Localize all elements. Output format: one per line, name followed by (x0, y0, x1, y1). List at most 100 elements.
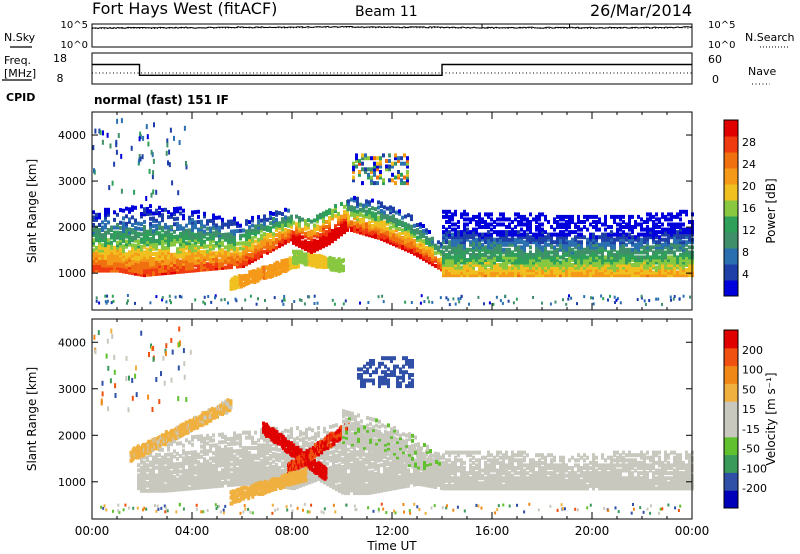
heatmap-cell (224, 455, 227, 460)
heatmap-cell (236, 467, 239, 471)
heatmap-cell (637, 222, 640, 227)
heatmap-cell (535, 270, 538, 275)
heatmap-cell (131, 271, 134, 276)
heatmap-cell (209, 264, 212, 269)
heatmap-cell (362, 228, 365, 233)
heatmap-cell (502, 247, 505, 252)
heatmap-cell (230, 234, 233, 239)
heatmap-cell (404, 237, 407, 242)
heatmap-cell (146, 234, 149, 239)
heatmap-cell (107, 212, 110, 217)
heatmap-cell (532, 240, 535, 245)
heatmap-cell (517, 220, 520, 224)
heatmap-cell (230, 454, 233, 459)
heatmap-cell (248, 463, 251, 468)
heatmap-cell (484, 247, 487, 252)
heatmap-cell (353, 216, 356, 221)
heatmap-cell (188, 253, 191, 258)
heatmap-cell (128, 240, 131, 245)
heatmap-cell (131, 245, 134, 250)
heatmap-cell (460, 237, 463, 242)
heatmap-cell (571, 237, 574, 242)
heatmap-cell (541, 273, 544, 278)
heatmap-cell (523, 265, 526, 270)
heatmap-cell (188, 241, 191, 246)
heatmap-cell (688, 268, 691, 273)
heatmap-cell (125, 244, 128, 249)
heatmap-cell (148, 168, 151, 174)
heatmap-cell (577, 214, 580, 219)
heatmap-cell (257, 474, 260, 479)
heatmap-cell (434, 251, 437, 256)
heatmap-cell (448, 265, 451, 270)
heatmap-cell (595, 245, 598, 250)
heatmap-cell (442, 245, 445, 250)
heatmap-cell (260, 453, 263, 458)
heatmap-cell (377, 220, 380, 225)
heatmap-cell (254, 254, 257, 259)
heatmap-cell (158, 254, 161, 258)
heatmap-cell (137, 262, 140, 267)
heatmap-cell (493, 220, 496, 224)
heatmap-cell (334, 229, 337, 234)
heatmap-cell (275, 467, 278, 472)
heatmap-cell (158, 269, 161, 274)
heatmap-cell (164, 478, 167, 483)
heatmap-cell (331, 234, 334, 239)
heatmap-cell (110, 268, 113, 273)
heatmap-cell (185, 161, 187, 166)
heatmap-cell (442, 214, 445, 219)
heatmap-cell (183, 125, 186, 131)
heatmap-cell (230, 265, 233, 270)
heatmap-cell (278, 455, 281, 460)
heatmap-cell (215, 458, 218, 463)
heatmap-cell (164, 258, 167, 263)
heatmap-cell (149, 468, 152, 473)
heatmap-cell (571, 258, 574, 262)
heatmap-cell (263, 232, 266, 237)
heatmap-cell (511, 260, 514, 265)
heatmap-cell (580, 273, 583, 278)
heatmap-cell (307, 240, 310, 245)
heatmap-cell (388, 159, 391, 163)
heatmap-cell (209, 254, 212, 259)
heatmap-cell (532, 258, 535, 262)
heatmap-cell (170, 483, 173, 488)
heatmap-cell (664, 255, 667, 260)
heatmap-cell (197, 465, 200, 470)
heatmap-cell (125, 257, 128, 262)
heatmap-cell (383, 210, 386, 215)
heatmap-cell (640, 240, 643, 245)
heatmap-cell (508, 232, 511, 237)
heatmap-cell (407, 248, 410, 253)
heatmap-cell (478, 225, 481, 229)
heatmap-cell (140, 465, 143, 470)
heatmap-cell (544, 258, 547, 262)
heatmap-cell (251, 259, 254, 263)
heatmap-cell (260, 254, 263, 258)
heatmap-cell (592, 263, 595, 267)
heatmap-cell (404, 229, 407, 234)
heatmap-cell (371, 206, 374, 211)
heatmap-cell (143, 242, 146, 247)
heatmap-cell (152, 246, 155, 251)
heatmap-cell (316, 242, 319, 247)
heatmap-cell (610, 250, 613, 255)
heatmap-cell (125, 221, 128, 226)
ytick-label: 3000 (58, 175, 86, 188)
heatmap-cell (514, 252, 517, 257)
heatmap-cell (371, 231, 374, 236)
heatmap-cell (505, 240, 508, 245)
heatmap-cell (353, 206, 356, 211)
heatmap-cell (511, 250, 514, 255)
heatmap-cell (152, 231, 155, 236)
heatmap-cell (577, 217, 580, 222)
heatmap-cell (434, 258, 437, 263)
heatmap-cell (568, 240, 571, 245)
heatmap-cell (401, 246, 404, 251)
heatmap-cell (451, 222, 454, 227)
heatmap-cell (487, 214, 490, 219)
heatmap-cell (161, 476, 164, 480)
heatmap-cell (242, 430, 245, 435)
heatmap-cell (239, 438, 242, 443)
